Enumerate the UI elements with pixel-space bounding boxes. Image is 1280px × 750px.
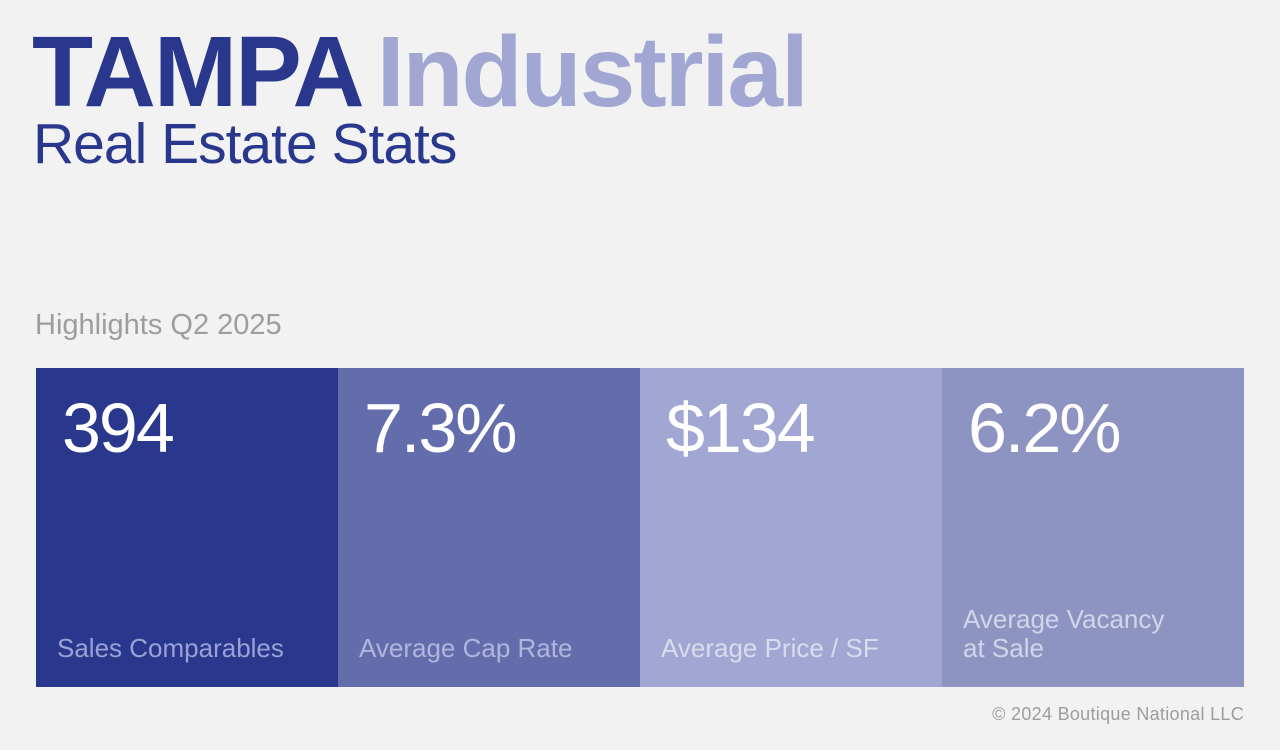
- stat-label: Average Cap Rate: [359, 633, 573, 663]
- stat-value: 7.3%: [364, 389, 518, 467]
- stat-label: Sales Comparables: [57, 633, 284, 663]
- stat-card-average-price-sf: $134 Average Price / SF: [640, 368, 942, 687]
- highlights-label: Highlights Q2 2025: [35, 309, 282, 341]
- stat-card-average-vacancy: 6.2% Average Vacancy at Sale: [942, 368, 1244, 687]
- copyright-notice: © 2024 Boutique National LLC: [992, 704, 1244, 724]
- stat-label: Average Vacancy at Sale: [963, 604, 1165, 663]
- stats-row: 394 Sales Comparables 7.3% Average Cap R…: [36, 368, 1244, 687]
- stat-value: 6.2%: [968, 389, 1122, 467]
- page-title: TAMPA Industrial: [32, 16, 809, 128]
- title-sector: Industrial: [376, 16, 809, 128]
- stat-card-sales-comparables: 394 Sales Comparables: [36, 368, 338, 687]
- title-city: TAMPA: [32, 16, 365, 128]
- stat-value: $134: [666, 389, 816, 467]
- stat-value: 394: [62, 389, 175, 467]
- stat-card-average-cap-rate: 7.3% Average Cap Rate: [338, 368, 640, 687]
- page-subtitle: Real Estate Stats: [33, 112, 457, 176]
- stat-label: Average Price / SF: [661, 633, 879, 663]
